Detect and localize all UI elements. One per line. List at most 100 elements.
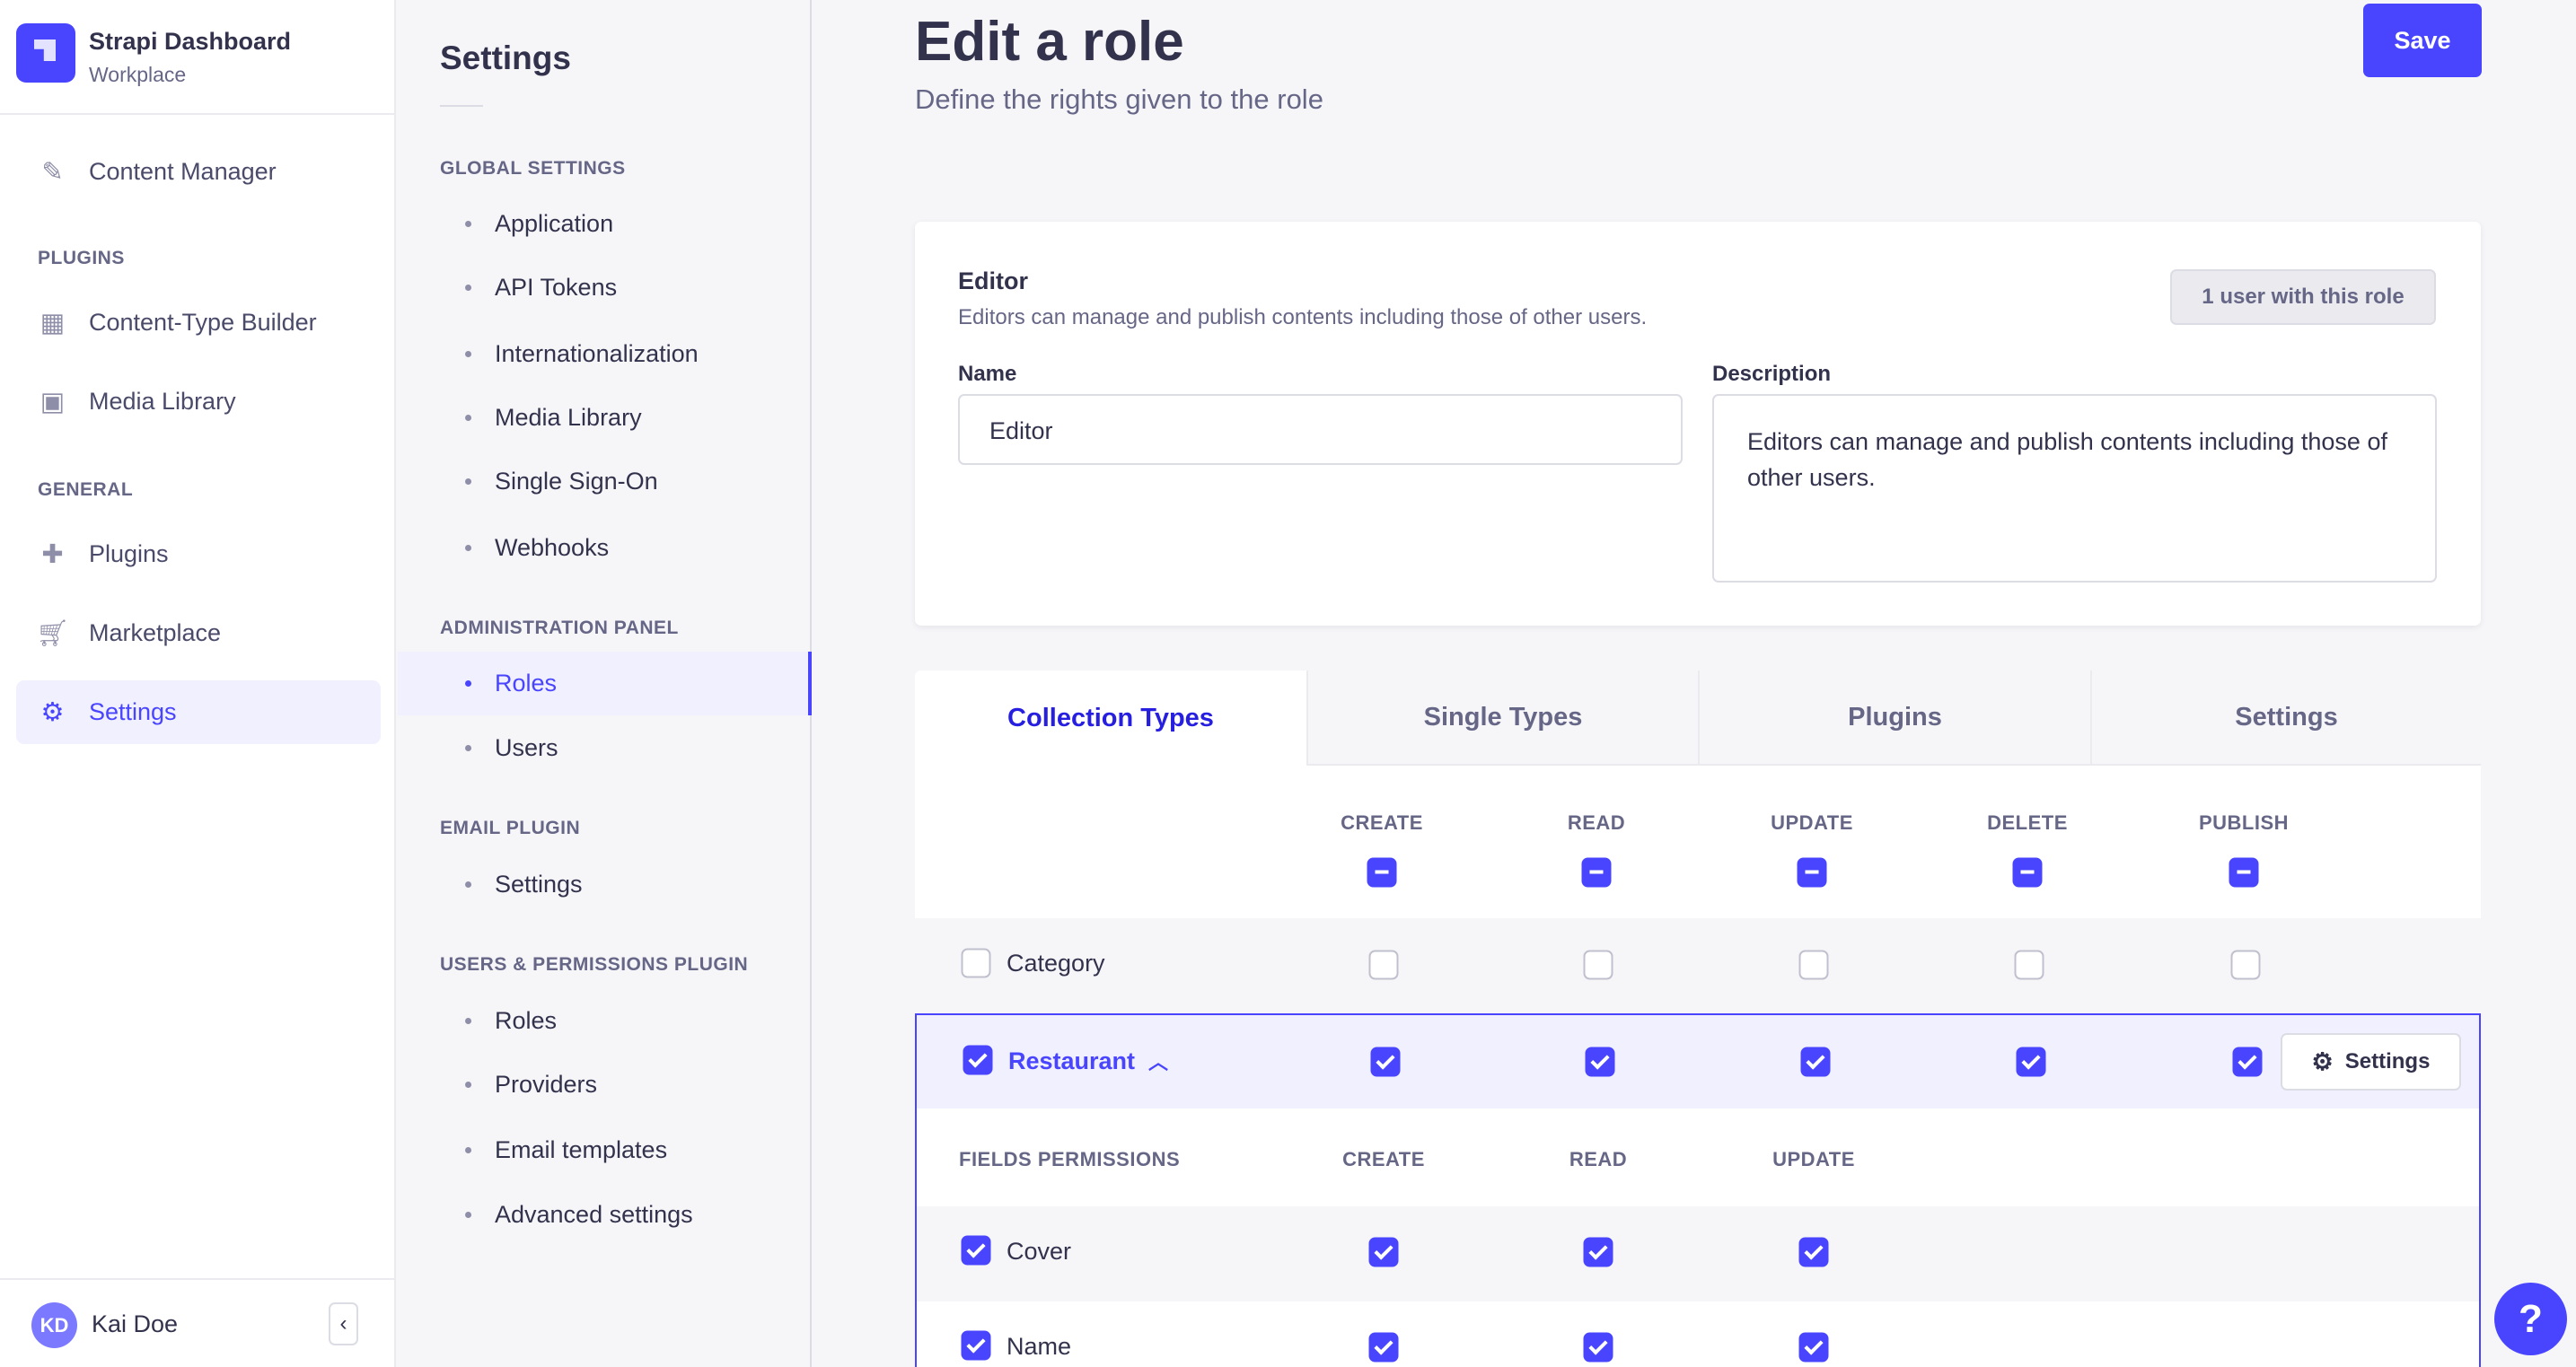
subnav-item-label: Advanced settings xyxy=(495,1201,693,1228)
nav-plugins[interactable]: ✚ Plugins xyxy=(16,522,381,586)
subnav-item-label: Email templates xyxy=(495,1136,668,1163)
subnav-item-internationalization[interactable]: Internationalization xyxy=(398,322,812,386)
bullet-icon xyxy=(465,1018,471,1024)
nav-settings[interactable]: ⚙ Settings xyxy=(16,680,381,744)
field-permission-checkbox[interactable] xyxy=(1798,1332,1829,1363)
users-count-button[interactable]: 1 user with this role xyxy=(2170,269,2436,325)
help-button[interactable]: ? xyxy=(2494,1283,2567,1355)
subnav-item-roles[interactable]: Roles xyxy=(398,652,812,715)
subnav-item-providers[interactable]: Providers xyxy=(398,1053,812,1117)
bullet-icon xyxy=(465,415,471,421)
subnav-item-advanced-settings[interactable]: Advanced settings xyxy=(398,1183,812,1247)
role-description: Editors can manage and publish contents … xyxy=(958,305,1648,329)
subnav-item-label: Settings xyxy=(495,871,583,898)
bullet-icon xyxy=(465,1212,471,1218)
permission-checkbox[interactable] xyxy=(1370,1047,1401,1077)
permission-checkbox[interactable] xyxy=(1798,950,1829,980)
field-column-header: CREATE xyxy=(1342,1148,1425,1170)
bullet-icon xyxy=(465,545,471,551)
row-select-checkbox[interactable] xyxy=(963,1045,993,1075)
nav-content-manager[interactable]: ✎ Content Manager xyxy=(16,140,381,204)
gear-icon: ⚙ xyxy=(40,698,65,727)
tab-plugins[interactable]: Plugins xyxy=(1698,670,2090,766)
nav-label: Content-Type Builder xyxy=(89,309,317,336)
user-name[interactable]: Kai Doe xyxy=(92,1310,179,1337)
column-header-delete: DELETE xyxy=(1987,811,2068,834)
tab-single-types[interactable]: Single Types xyxy=(1306,670,1698,766)
subnav-item-roles[interactable]: Roles xyxy=(398,989,812,1053)
field-select-checkbox[interactable] xyxy=(961,1330,991,1361)
field-permission-checkbox[interactable] xyxy=(1583,1332,1613,1363)
nav-footer xyxy=(0,1278,394,1367)
field-row xyxy=(917,1301,2479,1367)
row-name: Category xyxy=(1007,950,1105,977)
permission-checkbox[interactable] xyxy=(2016,1047,2046,1077)
permission-checkbox[interactable] xyxy=(1800,1047,1831,1077)
subnav-item-webhooks[interactable]: Webhooks xyxy=(398,516,812,580)
field-name: Name xyxy=(1007,1333,1072,1360)
permission-checkbox[interactable] xyxy=(2230,950,2261,980)
bullet-icon xyxy=(465,285,471,291)
select-all-create-checkbox[interactable] xyxy=(1367,857,1397,888)
subnav-item-email-templates[interactable]: Email templates xyxy=(398,1118,812,1182)
permission-checkbox[interactable] xyxy=(1585,1047,1615,1077)
bullet-icon xyxy=(465,745,471,751)
subnav-item-label: API Tokens xyxy=(495,274,618,301)
permission-checkbox[interactable] xyxy=(1583,950,1613,980)
select-all-publish-checkbox[interactable] xyxy=(2229,857,2259,888)
save-button[interactable]: Save xyxy=(2363,4,2482,77)
table-row-active xyxy=(917,1015,2479,1108)
subnav-item-settings[interactable]: Settings xyxy=(398,853,812,916)
row-settings-button[interactable]: ⚙ Settings xyxy=(2281,1033,2461,1091)
strapi-logo xyxy=(16,23,75,83)
nav-media-library[interactable]: ▣ Media Library xyxy=(16,370,381,434)
feather-icon: ✎ xyxy=(41,158,64,187)
row-select-checkbox[interactable] xyxy=(961,948,991,978)
subnav-section-title: ADMINISTRATION PANEL xyxy=(440,618,679,638)
table-row xyxy=(915,918,2481,1013)
settings-label: Settings xyxy=(2344,1049,2431,1073)
nav-content-type-builder[interactable]: ▦ Content-Type Builder xyxy=(16,291,381,355)
collapse-nav-button[interactable]: ‹ xyxy=(329,1302,358,1345)
main-nav: Strapi Dashboard Workplace ✎ Content Mana… xyxy=(0,0,396,1367)
row-name-toggle[interactable]: Restaurant ︿ xyxy=(1008,1047,1168,1075)
select-all-read-checkbox[interactable] xyxy=(1581,857,1612,888)
tab-settings[interactable]: Settings xyxy=(2090,670,2481,766)
field-row xyxy=(917,1206,2479,1301)
column-header-update: UPDATE xyxy=(1771,811,1853,834)
bullet-icon xyxy=(465,680,471,687)
chevron-left-icon: ‹ xyxy=(339,1311,347,1336)
tab-collection-types[interactable]: Collection Types xyxy=(915,670,1306,766)
nav-marketplace[interactable]: 🛒︎ Marketplace xyxy=(16,601,381,665)
column-header-publish: PUBLISH xyxy=(2198,811,2290,834)
subnav-item-single-sign-on[interactable]: Single Sign-On xyxy=(398,450,812,513)
description-textarea[interactable]: Editors can manage and publish contents … xyxy=(1712,394,2437,583)
puzzle-icon: ✚ xyxy=(41,540,64,569)
select-all-update-checkbox[interactable] xyxy=(1797,857,1827,888)
permission-checkbox[interactable] xyxy=(2232,1047,2263,1077)
nav-section-plugins: PLUGINS xyxy=(38,248,125,268)
field-permission-checkbox[interactable] xyxy=(1798,1237,1829,1267)
select-all-delete-checkbox[interactable] xyxy=(2012,857,2043,888)
layout-icon: ▦ xyxy=(40,309,66,337)
subnav-item-label: Single Sign-On xyxy=(495,468,658,495)
permission-checkbox[interactable] xyxy=(1368,950,1399,980)
divider xyxy=(440,105,483,107)
subnav-section-title: GLOBAL SETTINGS xyxy=(440,158,626,179)
name-input[interactable]: Editor xyxy=(958,394,1683,465)
permissions-panel: Collection Types Single Types Plugins Se… xyxy=(915,670,2481,1367)
avatar[interactable]: KD xyxy=(31,1302,77,1348)
subnav-item-application[interactable]: Application xyxy=(398,192,812,256)
subnav-item-media-library[interactable]: Media Library xyxy=(398,386,812,450)
permission-checkbox[interactable] xyxy=(2014,950,2044,980)
field-permission-checkbox[interactable] xyxy=(1368,1237,1399,1267)
page-title: Edit a role xyxy=(915,11,1184,73)
brand-title: Strapi Dashboard xyxy=(89,28,292,55)
subnav-item-api-tokens[interactable]: API Tokens xyxy=(398,256,812,320)
field-select-checkbox[interactable] xyxy=(961,1235,991,1266)
field-permission-checkbox[interactable] xyxy=(1368,1332,1399,1363)
subnav-item-users[interactable]: Users xyxy=(398,716,812,780)
field-permission-checkbox[interactable] xyxy=(1583,1237,1613,1267)
brand-subtitle: Workplace xyxy=(89,63,187,86)
bullet-icon xyxy=(465,351,471,357)
